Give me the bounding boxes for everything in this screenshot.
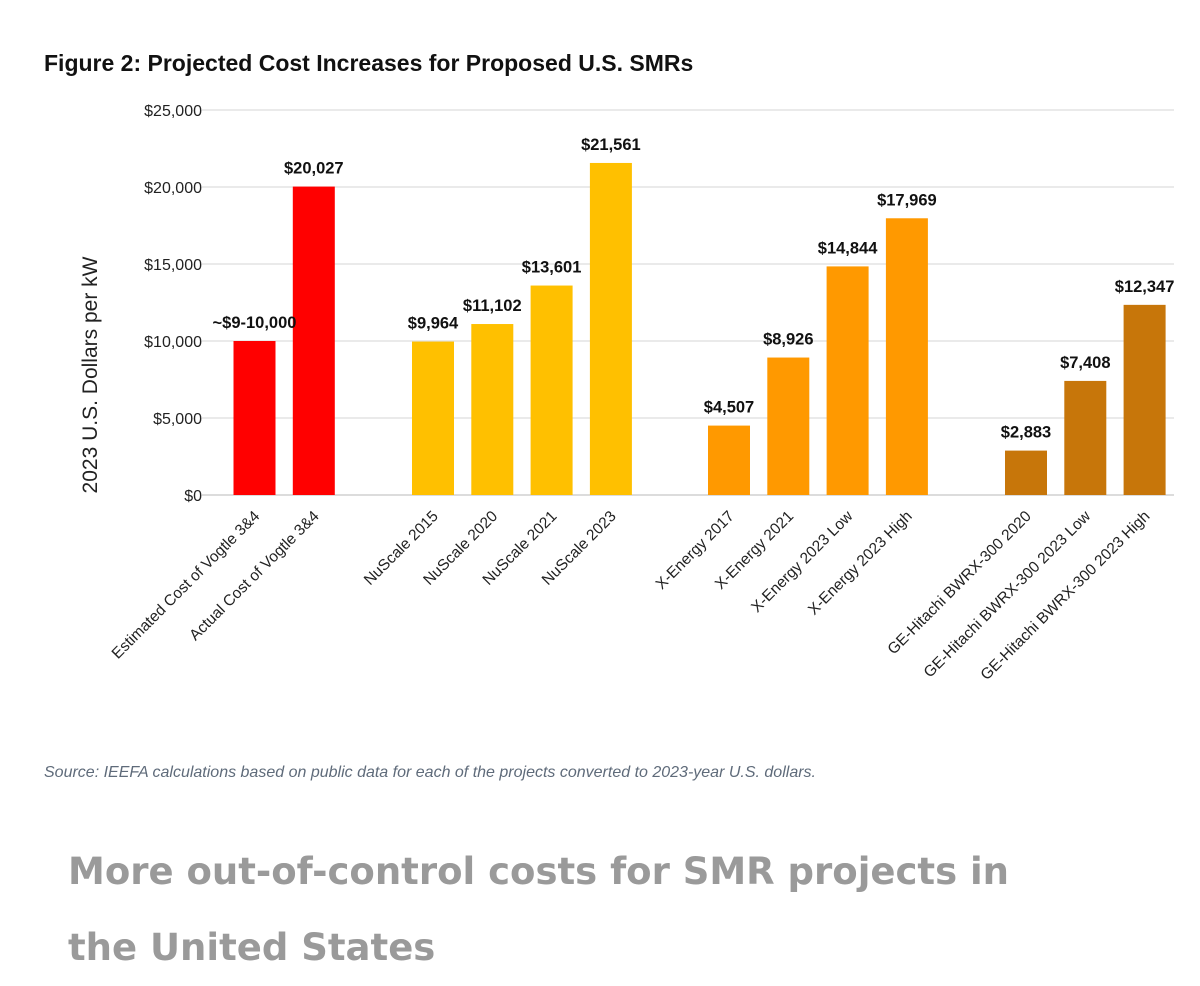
y-tick-label: $5,000 — [153, 411, 202, 428]
bar — [1005, 450, 1047, 495]
bar — [1123, 304, 1166, 495]
bar — [471, 324, 514, 495]
data-label: $11,102 — [463, 297, 522, 315]
data-label: $8,926 — [763, 331, 813, 349]
bar — [885, 218, 928, 495]
data-label: $21,561 — [581, 136, 641, 154]
y-tick-label: $15,000 — [144, 257, 202, 274]
bars — [233, 162, 1166, 495]
bar — [292, 186, 335, 495]
bar — [826, 266, 869, 495]
data-label: $14,844 — [818, 239, 878, 257]
bar-chart: $0 $5,000 $10,000 $15,000 $20,000 $25,000 202… — [79, 103, 1175, 684]
y-tick-label: $25,000 — [144, 103, 202, 120]
y-tick-label: $0 — [184, 488, 202, 505]
chart-source-note: Source: IEEFA calculations based on publ… — [44, 764, 816, 781]
data-label: $12,347 — [1115, 278, 1175, 296]
bar — [589, 162, 632, 495]
bar — [708, 425, 750, 495]
data-labels: ~$9-10,000 $20,027 $9,964$11,102 $13,601 $21… — [213, 136, 1175, 442]
data-label: ~$9-10,000 — [213, 314, 297, 332]
x-tick-label: X-Energy 2023 High — [805, 508, 916, 619]
y-axis-ticks: $0 $5,000 $10,000 $15,000 $20,000 $25,000 — [144, 103, 202, 505]
bar — [1064, 380, 1107, 495]
data-label: $20,027 — [284, 160, 344, 178]
data-label: $4,507 — [704, 399, 754, 417]
data-label: $9,964 — [408, 315, 459, 333]
y-tick-label: $20,000 — [144, 180, 202, 197]
data-label: $17,969 — [877, 191, 937, 209]
bar — [767, 357, 810, 495]
article-caption: More out-of-control costs for SMR projec… — [68, 850, 1010, 969]
y-axis-label: 2023 U.S. Dollars per kW — [79, 256, 102, 493]
y-tick-label: $10,000 — [144, 334, 202, 351]
bar — [233, 341, 276, 495]
data-label: $13,601 — [522, 259, 582, 277]
data-label: $2,883 — [1001, 424, 1051, 442]
data-label: $7,408 — [1060, 354, 1110, 372]
chart-title: Figure 2: Projected Cost Increases for P… — [44, 50, 694, 76]
bar — [530, 285, 573, 495]
bar — [412, 341, 454, 495]
x-tick-label: X-Energy 2023 Low — [748, 507, 857, 616]
